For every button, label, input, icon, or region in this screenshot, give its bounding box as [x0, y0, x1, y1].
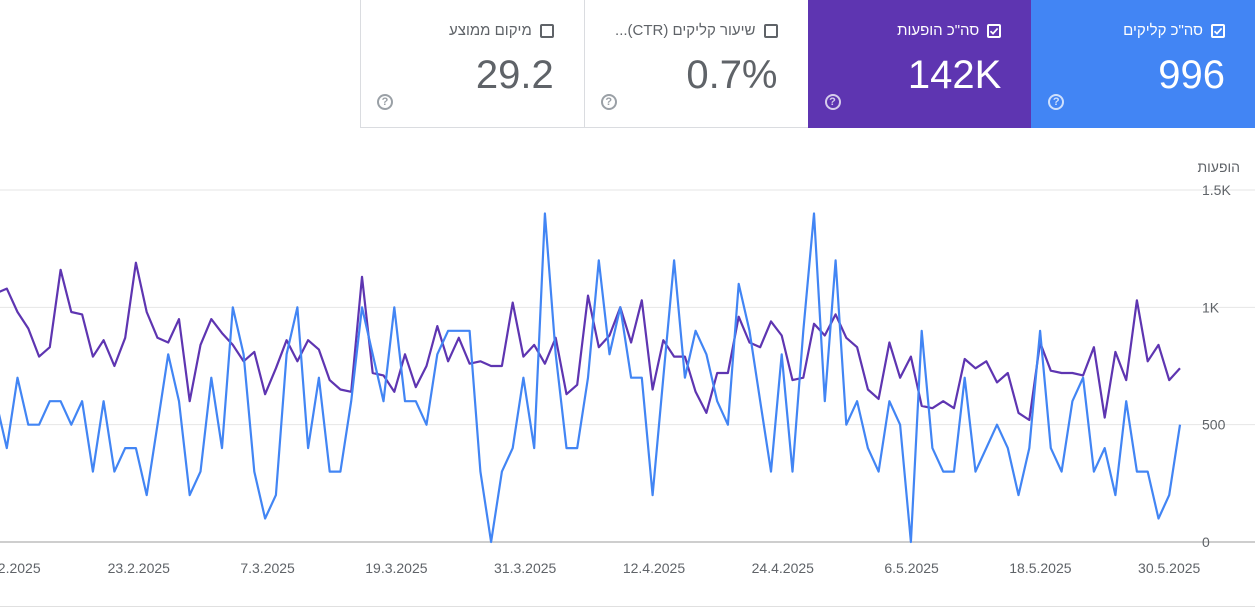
x-tick-label: 24.4.2025	[752, 560, 814, 576]
chart-series	[0, 212, 1182, 544]
card-label: שיעור קליקים (CTR)...	[615, 22, 756, 39]
x-tick-label: 30.5.2025	[1138, 560, 1200, 576]
checkbox-unchecked-icon[interactable]	[539, 23, 554, 38]
help-icon[interactable]: ?	[1048, 94, 1065, 110]
x-tick-label: 6.5.2025	[884, 560, 939, 576]
x-tick-label: 7.3.2025	[240, 560, 295, 576]
checkbox-unchecked-icon[interactable]	[763, 23, 778, 38]
x-tick-label: 18.5.2025	[1009, 560, 1071, 576]
y-tick-label: 0	[1202, 534, 1210, 550]
help-icon[interactable]: ?	[377, 94, 393, 110]
card-header: סה"כ קליקים	[1123, 22, 1225, 39]
card-ctr[interactable]: שיעור קליקים (CTR)... 0.7% ?	[583, 0, 808, 128]
help-icon[interactable]: ?	[824, 94, 841, 110]
card-label: סה"כ קליקים	[1123, 22, 1203, 39]
y-axis-ticks: 1.5K 1K 500 0	[1202, 182, 1231, 550]
card-value: 0.7%	[686, 53, 778, 97]
bottom-divider	[0, 606, 1255, 607]
help-icon[interactable]: ?	[600, 94, 617, 110]
card-label: מיקום ממוצע	[449, 22, 532, 39]
checkbox-checked-icon[interactable]	[987, 23, 1002, 38]
card-total-clicks[interactable]: סה"כ קליקים 996 ?	[1031, 0, 1255, 128]
checkbox-checked-icon[interactable]	[1211, 23, 1225, 38]
card-total-impressions[interactable]: סה"כ הופעות 142K ?	[807, 0, 1032, 128]
metric-cards: מיקום ממוצע 29.2 ? שיעור קליקים (CTR)...…	[360, 0, 1255, 129]
x-tick-label: 23.2.2025	[108, 560, 170, 576]
x-tick-label: 12.4.2025	[623, 560, 685, 576]
chart-gridlines	[0, 189, 1255, 543]
y-tick-label: 1.5K	[1202, 182, 1231, 198]
y-tick-label: 1K	[1202, 299, 1220, 315]
y-axis-title: הופעות	[1197, 159, 1240, 175]
card-value: 142K	[907, 53, 1002, 97]
impressions-series-line	[0, 261, 1181, 422]
clicks-series-line	[0, 212, 1182, 544]
card-label: סה"כ הופעות	[897, 22, 980, 39]
x-tick-label: 11.2.2025	[0, 560, 41, 576]
x-tick-label: 31.3.2025	[494, 560, 556, 576]
card-header: שיעור קליקים (CTR)...	[615, 22, 778, 39]
x-axis-ticks: 11.2.2025 23.2.2025 7.3.2025 19.3.2025 31.3.…	[0, 560, 1201, 576]
card-header: מיקום ממוצע	[449, 22, 554, 39]
card-value: 29.2	[475, 53, 554, 97]
card-header: סה"כ הופעות	[897, 22, 1002, 39]
card-average-position[interactable]: מיקום ממוצע 29.2 ?	[360, 0, 584, 128]
x-tick-label: 19.3.2025	[365, 560, 427, 576]
y-tick-label: 500	[1202, 417, 1226, 433]
card-value: 996	[1158, 53, 1225, 97]
